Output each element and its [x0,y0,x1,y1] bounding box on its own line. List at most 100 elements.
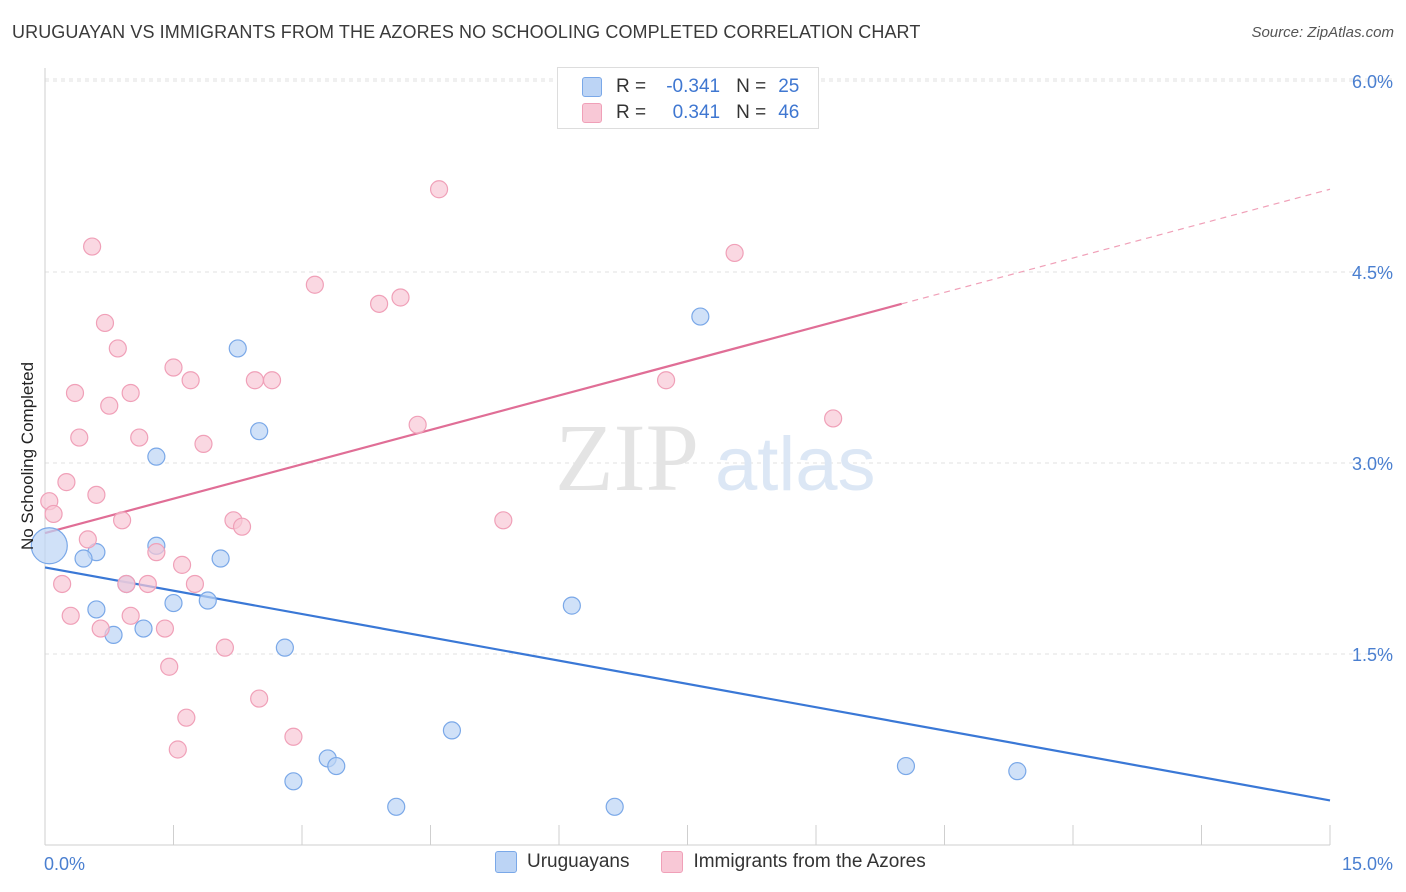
point-azores [70,428,89,447]
legend-r-label: R = [616,102,647,123]
x-tick-label: 0.0% [44,854,85,874]
point-azores [57,473,76,492]
data-points [30,180,1027,816]
legend-row-azores: R = 0.341 N = 46 [582,101,799,125]
point-azores [245,371,264,390]
point-azores [65,383,85,403]
point-azores [172,555,192,574]
point-azores [100,396,119,415]
point-uruguayans [228,339,247,358]
point-uruguayans [74,549,93,568]
point-azores [117,574,136,594]
tick-labels: 1.5% 3.0% 4.5% 6.0% 0.0% 15.0% [44,72,1393,874]
source-label: Source: ZipAtlas.com [1251,24,1394,41]
point-uruguayans [562,596,581,615]
point-azores [121,383,140,403]
legend-swatch-uruguayans [582,77,602,97]
point-azores [250,689,269,708]
legend-r-value: -0.341 [666,76,721,97]
point-azores [215,638,234,657]
chart-title: URUGUAYAN VS IMMIGRANTS FROM THE AZORES … [12,22,921,42]
point-azores [168,740,187,759]
point-azores [725,243,744,263]
point-uruguayans [250,422,269,441]
correlation-legend: R = -0.341 N = 25 R = 0.341 N = 46 [557,67,819,129]
point-uruguayans [30,527,68,565]
point-uruguayans [87,600,106,619]
point-azores [494,511,513,530]
point-uruguayans [211,549,230,568]
point-azores [138,574,157,594]
point-azores [53,574,72,594]
point-azores [408,415,427,434]
point-azores [305,275,324,294]
point-uruguayans [134,619,153,638]
point-azores [429,180,449,199]
point-azores [185,574,205,594]
point-azores [262,371,282,390]
y-tick-label: 3.0% [1352,454,1393,474]
point-uruguayans [327,756,346,776]
watermark-atlas: atlas [715,422,876,507]
legend-row-uruguayans: R = -0.341 N = 25 [582,75,799,99]
point-uruguayans [691,307,710,326]
trend-line-uruguayans [44,566,1331,802]
point-azores [824,409,843,428]
y-tick-label: 1.5% [1352,645,1393,665]
point-uruguayans [275,638,294,657]
point-uruguayans [896,756,916,776]
point-uruguayans [164,593,183,613]
point-azores [284,727,303,746]
point-azores [108,339,127,358]
y-axis-label: No Schooling Completed [18,362,37,550]
watermark-zip: ZIP [555,404,699,511]
point-uruguayans [284,772,303,791]
point-azores [112,511,132,530]
legend-swatch-azores [582,103,602,123]
series-label-uruguayans: Uruguayans [527,851,630,872]
point-azores [181,371,200,390]
point-azores [87,485,106,504]
series-swatch-azores [661,851,684,873]
point-azores [155,619,175,638]
axes [44,68,1331,846]
point-azores [160,657,179,676]
point-azores [44,504,63,524]
series-legend-azores: Immigrants from the Azores [661,851,926,873]
watermark: ZIP atlas [555,404,876,511]
legend-r-label: R = [616,76,647,97]
point-azores [95,313,115,333]
trend-lines [44,188,1331,802]
point-azores [83,237,102,256]
legend-n-label: N = [736,102,767,123]
point-uruguayans [198,591,217,610]
point-azores [78,530,97,549]
point-azores [164,358,183,377]
point-azores [370,294,389,313]
legend-r-value: 0.341 [672,102,721,123]
legend-n-label: N = [736,76,767,97]
point-azores [147,543,166,562]
point-azores [61,606,80,625]
point-azores [391,288,410,307]
point-azores [232,517,252,536]
point-uruguayans [605,797,624,816]
point-azores [121,606,140,625]
point-uruguayans [387,797,406,816]
x-tick-label: 15.0% [1342,854,1393,874]
point-uruguayans [442,721,462,740]
y-tick-label: 4.5% [1352,263,1393,283]
series-label-azores: Immigrants from the Azores [693,851,926,872]
legend-n-value: 25 [778,76,800,97]
point-azores [656,371,676,390]
trend-line-azores-extension [901,188,1331,305]
point-uruguayans [147,447,166,466]
grid-lines [45,78,1392,655]
series-swatch-uruguayans [495,851,517,873]
point-azores [177,708,196,727]
series-legend-uruguayans: Uruguayans [495,851,629,873]
point-azores [91,619,110,638]
series-legend: Uruguayans Immigrants from the Azores [495,851,958,873]
point-azores [194,434,213,454]
